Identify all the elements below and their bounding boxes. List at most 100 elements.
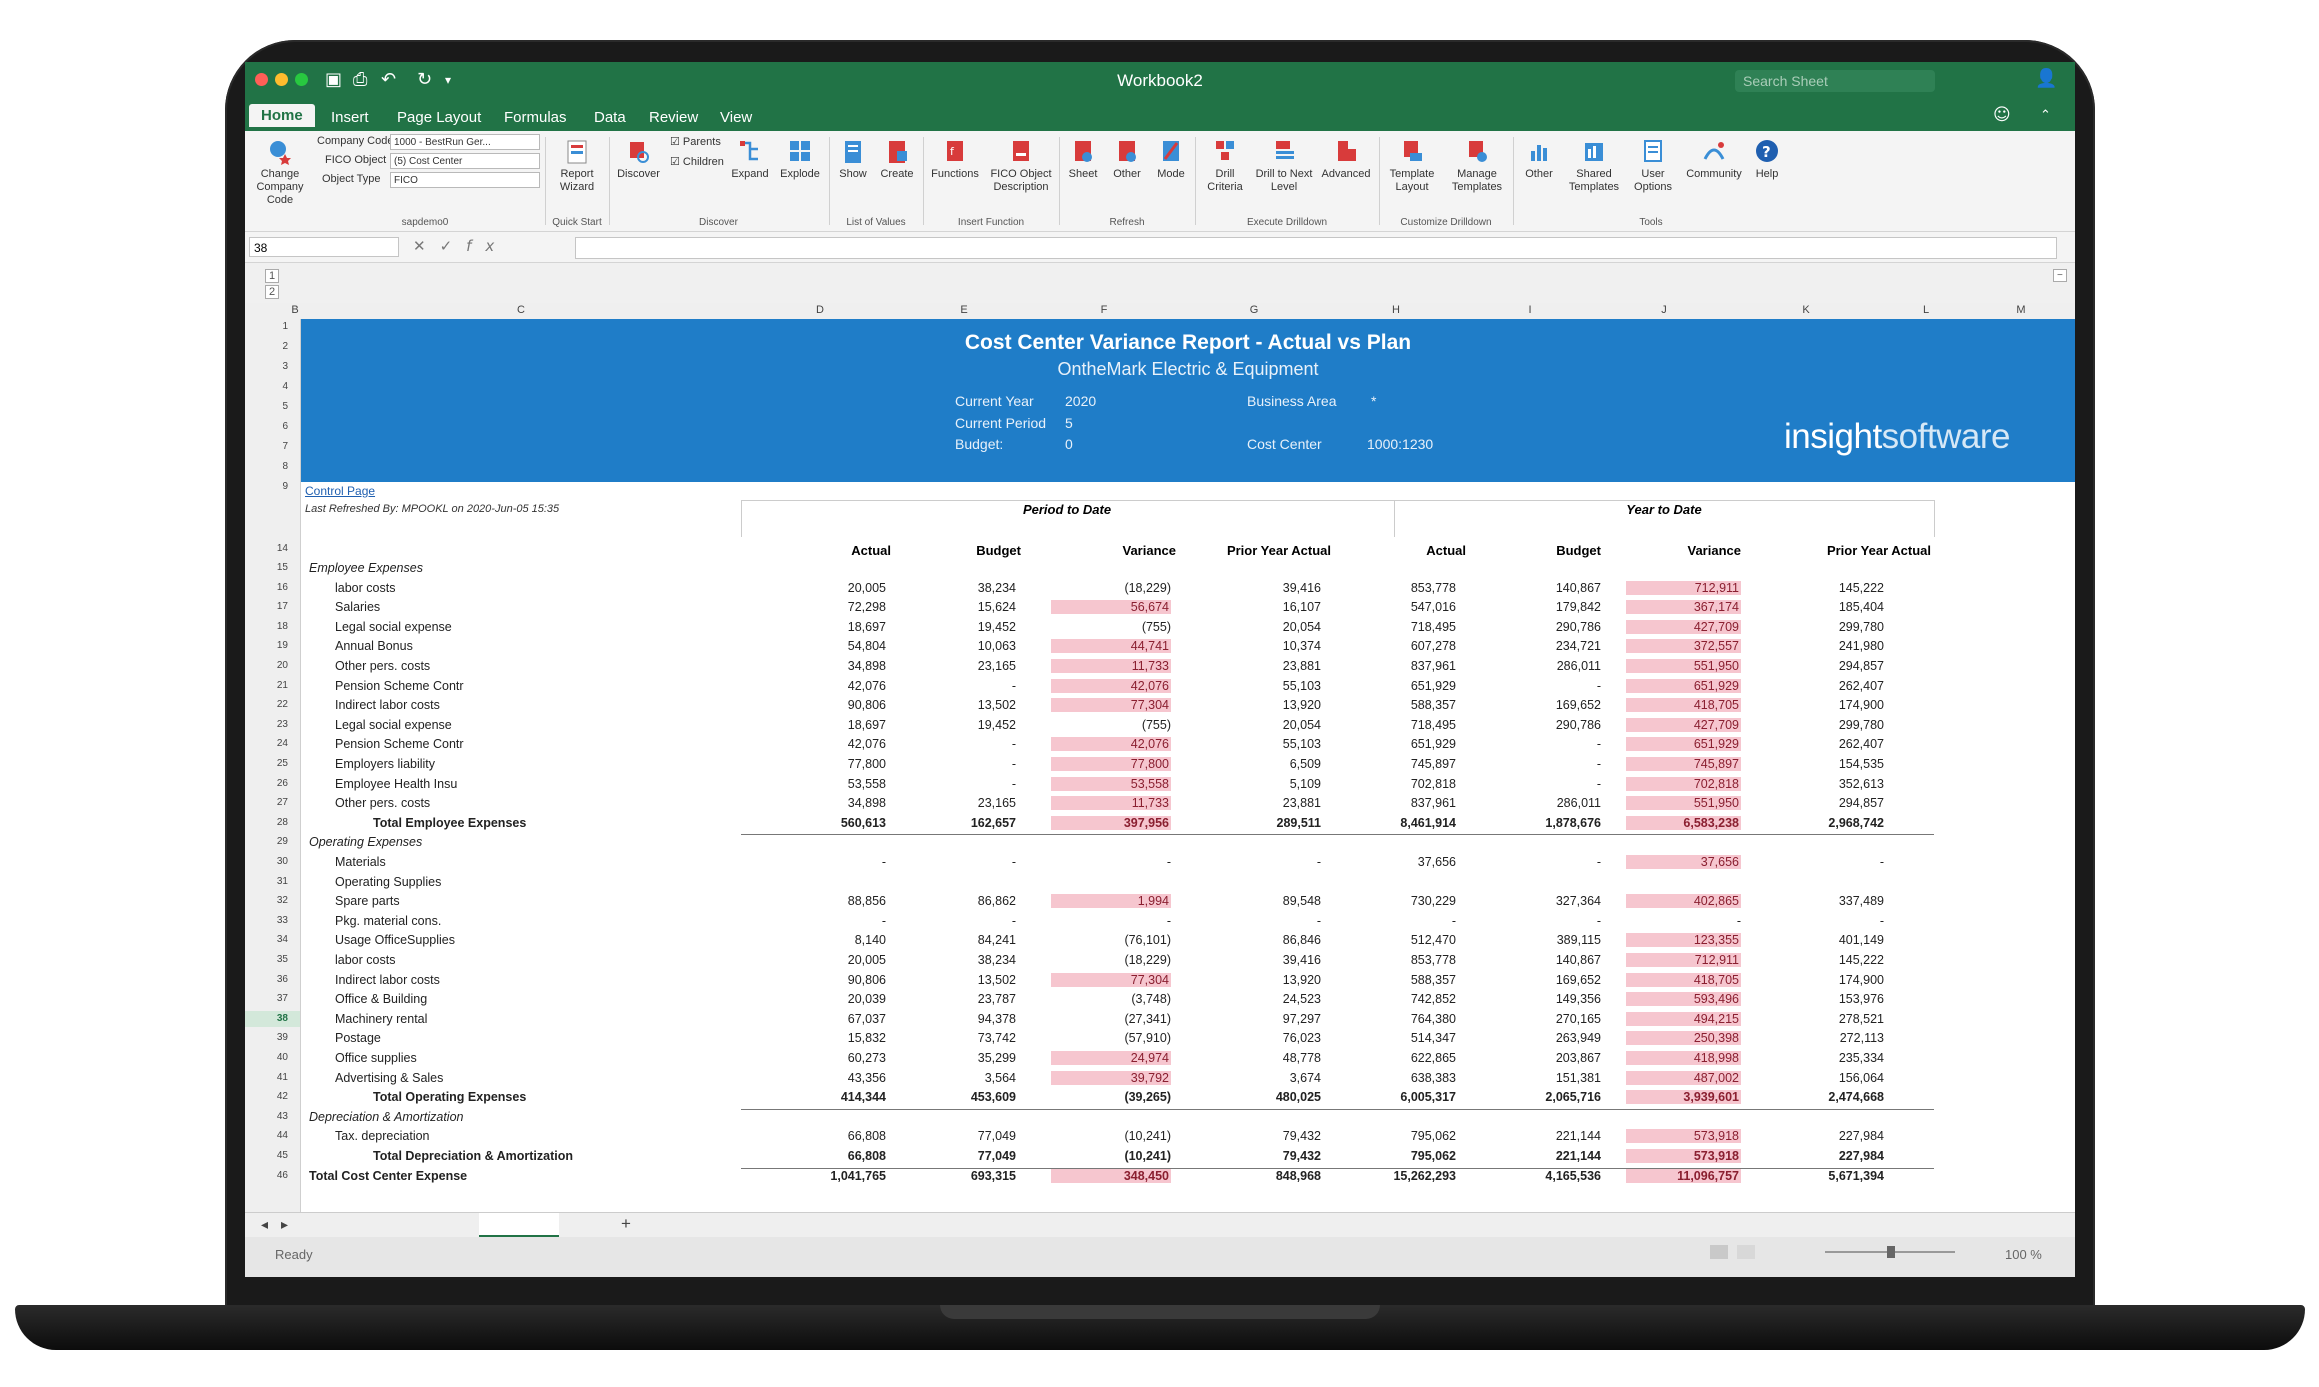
cell-value[interactable]: 20,005: [847, 580, 886, 595]
row-header[interactable]: 43: [276, 1110, 288, 1122]
explode-button[interactable]: Explode: [775, 139, 825, 181]
cell-value[interactable]: 42,076: [847, 737, 886, 752]
cell-value[interactable]: 35,299: [977, 1051, 1016, 1065]
column-header-i[interactable]: I: [1528, 304, 1532, 316]
cell-value[interactable]: -: [1596, 737, 1601, 752]
cell-value[interactable]: 560,613: [840, 815, 886, 830]
row-header[interactable]: 40: [276, 1052, 288, 1063]
cell-value[interactable]: 89,548: [1282, 894, 1321, 909]
sidebar-toggle-icon[interactable]: ▣: [325, 69, 343, 90]
prev-sheet-icon[interactable]: ◂: [261, 1216, 269, 1232]
user-icon[interactable]: 👤: [2035, 68, 2058, 89]
row-label[interactable]: Spare parts: [335, 894, 400, 909]
cell-value[interactable]: 67,037: [847, 1011, 886, 1026]
cell-value[interactable]: 77,800: [1051, 757, 1171, 771]
row-label[interactable]: Indirect labor costs: [335, 972, 440, 987]
cell-value[interactable]: 6,005,317: [1400, 1090, 1456, 1105]
row-header[interactable]: 33: [276, 914, 288, 926]
cell-value[interactable]: 151,381: [1555, 1070, 1601, 1085]
row-label[interactable]: Annual Bonus: [335, 639, 413, 654]
tools-other-button[interactable]: Other: [1515, 139, 1563, 181]
cell-value[interactable]: 651,929: [1410, 678, 1456, 693]
cell-value[interactable]: 234,721: [1555, 639, 1601, 654]
cell-value[interactable]: 3,939,601: [1626, 1090, 1741, 1105]
collapse-ribbon-icon[interactable]: ⌃: [2040, 108, 2051, 123]
row-header[interactable]: 28: [276, 816, 288, 828]
column-header-l[interactable]: L: [1922, 304, 1930, 316]
row-header[interactable]: 30: [276, 856, 288, 867]
cell-value[interactable]: 153,976: [1838, 992, 1884, 1007]
show-button[interactable]: Show: [831, 139, 875, 181]
tab-page-layout[interactable]: Page Layout: [397, 109, 482, 126]
cell-value[interactable]: 551,950: [1626, 659, 1741, 673]
cell-value[interactable]: 23,165: [977, 796, 1016, 811]
cell-value[interactable]: 547,016: [1410, 600, 1456, 615]
cell-value[interactable]: 702,818: [1626, 776, 1741, 791]
cell-value[interactable]: 418,998: [1626, 1051, 1741, 1065]
object-type-select[interactable]: FICO: [390, 172, 540, 188]
row-header[interactable]: 3: [282, 361, 288, 372]
row-label[interactable]: labor costs: [335, 953, 396, 967]
cell-value[interactable]: 299,780: [1838, 619, 1884, 634]
cell-value[interactable]: 79,432: [1282, 1129, 1321, 1144]
discover-button[interactable]: Discover: [611, 139, 666, 181]
row-label[interactable]: Tax. depreciation: [335, 1129, 430, 1144]
fico-object-description-button[interactable]: FICO Object Description: [985, 139, 1057, 194]
cell-value[interactable]: (10,241): [1124, 1129, 1171, 1144]
cell-value[interactable]: 1,878,676: [1545, 815, 1601, 830]
cell-value[interactable]: 299,780: [1838, 717, 1884, 732]
cell-value[interactable]: 4,165,536: [1545, 1168, 1601, 1183]
cell-value[interactable]: 3,674: [1289, 1070, 1321, 1085]
cell-value[interactable]: 42,076: [1051, 737, 1171, 752]
cell-value[interactable]: 6,509: [1289, 757, 1321, 771]
cell-value[interactable]: 13,920: [1282, 972, 1321, 987]
cell-value[interactable]: 76,023: [1282, 1031, 1321, 1046]
row-label[interactable]: Pkg. material cons.: [335, 913, 442, 928]
cell-value[interactable]: -: [1166, 855, 1171, 869]
undo-icon[interactable]: ↶: [381, 69, 397, 90]
cell-value[interactable]: 140,867: [1555, 580, 1601, 595]
cell-value[interactable]: 53,558: [847, 776, 886, 791]
cell-value[interactable]: 8,140: [854, 933, 886, 948]
parents-checkbox[interactable]: ☑ Parents: [670, 136, 721, 148]
formula-input[interactable]: [575, 237, 2057, 259]
cell-value[interactable]: -: [1011, 757, 1016, 771]
row-header[interactable]: 31: [276, 875, 288, 887]
column-header-c[interactable]: C: [517, 304, 525, 316]
create-button[interactable]: Create: [875, 139, 919, 181]
cell-value[interactable]: 123,355: [1626, 933, 1741, 948]
tab-view[interactable]: View: [720, 109, 753, 126]
row-label[interactable]: Pension Scheme Contr: [335, 737, 464, 752]
cell-value[interactable]: 174,900: [1838, 698, 1884, 713]
cell-value[interactable]: 72,298: [847, 600, 886, 615]
cell-value[interactable]: 11,733: [1051, 659, 1171, 673]
cell-value[interactable]: 38,234: [977, 953, 1016, 967]
cell-value[interactable]: 480,025: [1275, 1090, 1321, 1105]
refresh-other-button[interactable]: Other: [1105, 139, 1149, 181]
advanced-button[interactable]: Advanced: [1315, 139, 1377, 181]
cell-value[interactable]: 427,709: [1626, 717, 1741, 732]
cell-value[interactable]: 693,315: [970, 1168, 1016, 1183]
cell-value[interactable]: -: [1736, 913, 1741, 928]
row-header[interactable]: 22: [276, 699, 288, 711]
cell-value[interactable]: (755): [1141, 619, 1171, 634]
cell-value[interactable]: 221,144: [1555, 1149, 1601, 1163]
cell-value[interactable]: 84,241: [977, 933, 1016, 948]
next-sheet-icon[interactable]: ▸: [281, 1216, 289, 1232]
outline-collapse-button[interactable]: −: [2053, 269, 2067, 282]
row-label[interactable]: Total Cost Center Expense: [309, 1168, 468, 1183]
cell-value[interactable]: (18,229): [1124, 580, 1171, 595]
cell-value[interactable]: 23,787: [977, 992, 1016, 1007]
manage-templates-button[interactable]: Manage Templates: [1443, 139, 1511, 194]
cell-value[interactable]: 853,778: [1410, 580, 1456, 595]
fx-icon[interactable]: fx: [466, 237, 509, 255]
cancel-formula-icon[interactable]: ✕: [413, 237, 440, 255]
row-label[interactable]: Indirect labor costs: [335, 698, 440, 713]
user-options-button[interactable]: User Options: [1625, 139, 1681, 194]
cell-value[interactable]: 573,918: [1626, 1149, 1741, 1163]
drill-next-level-button[interactable]: Drill to Next Level: [1253, 139, 1315, 194]
cell-value[interactable]: (3,748): [1131, 992, 1171, 1007]
save-icon[interactable]: ⎙: [353, 69, 368, 90]
cell-value[interactable]: 512,470: [1410, 933, 1456, 948]
row-label[interactable]: Employers liability: [335, 757, 436, 771]
